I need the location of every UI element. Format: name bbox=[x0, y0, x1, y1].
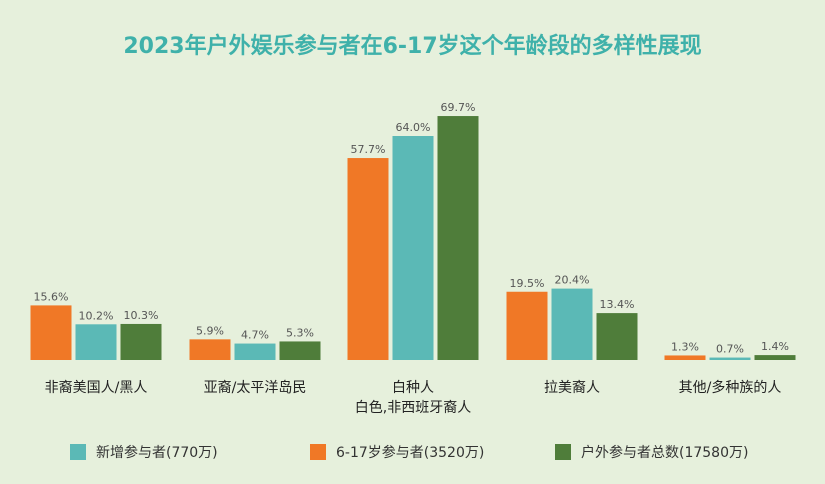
data-label: 0.7% bbox=[716, 343, 744, 356]
bar bbox=[279, 341, 321, 360]
data-label: 20.4% bbox=[555, 274, 590, 287]
legend-item-new-participants: 新增参与者(770万) bbox=[70, 442, 218, 462]
chart-title: 2023年户外娱乐参与者在6-17岁这个年龄段的多样性展现 bbox=[123, 34, 702, 59]
bar bbox=[189, 339, 231, 360]
category-label: 其他/多种族的人 bbox=[679, 379, 782, 396]
data-label: 15.6% bbox=[34, 290, 69, 303]
data-label: 4.7% bbox=[241, 329, 269, 342]
legend-swatch-age bbox=[310, 444, 326, 460]
data-label: 13.4% bbox=[600, 298, 635, 311]
data-label: 57.7% bbox=[351, 143, 386, 156]
data-label: 10.2% bbox=[79, 309, 114, 322]
bar bbox=[30, 305, 72, 360]
bar bbox=[347, 158, 389, 360]
bar bbox=[437, 116, 479, 360]
bar bbox=[551, 288, 593, 360]
bar bbox=[75, 324, 117, 360]
category-label: 拉美裔人 bbox=[544, 379, 600, 396]
bar bbox=[234, 343, 276, 360]
bar bbox=[506, 291, 548, 360]
bar bbox=[664, 355, 706, 360]
bar bbox=[392, 136, 434, 360]
category-label: 白种人 bbox=[392, 380, 434, 396]
legend-label-age: 6-17岁参与者(3520万) bbox=[336, 445, 485, 461]
legend-label-total: 户外参与者总数(17580万) bbox=[581, 445, 749, 461]
data-label: 1.4% bbox=[761, 340, 789, 353]
legend-item-age-6-17: 6-17岁参与者(3520万) bbox=[310, 442, 484, 462]
data-label: 64.0% bbox=[396, 121, 431, 134]
category-label: 亚裔/太平洋岛民 bbox=[204, 379, 307, 396]
legend-swatch-new bbox=[70, 444, 86, 460]
data-label: 69.7% bbox=[441, 101, 476, 114]
data-label: 1.3% bbox=[671, 340, 699, 353]
legend-swatch-total bbox=[555, 444, 571, 460]
bar bbox=[709, 357, 751, 360]
bar bbox=[120, 323, 162, 360]
legend-label-new: 新增参与者(770万) bbox=[96, 445, 218, 461]
data-label: 5.9% bbox=[196, 324, 224, 337]
data-label: 10.3% bbox=[124, 309, 159, 322]
legend-item-total: 户外参与者总数(17580万) bbox=[555, 442, 748, 462]
legend: 新增参与者(770万) 6-17岁参与者(3520万) 户外参与者总数(1758… bbox=[0, 442, 825, 466]
data-label: 19.5% bbox=[510, 277, 545, 290]
category-label: 白色,非西班牙裔人 bbox=[355, 399, 471, 416]
bar bbox=[596, 313, 638, 360]
bar bbox=[754, 355, 796, 360]
category-label: 非裔美国人/黑人 bbox=[45, 379, 148, 396]
data-label: 5.3% bbox=[286, 326, 314, 339]
